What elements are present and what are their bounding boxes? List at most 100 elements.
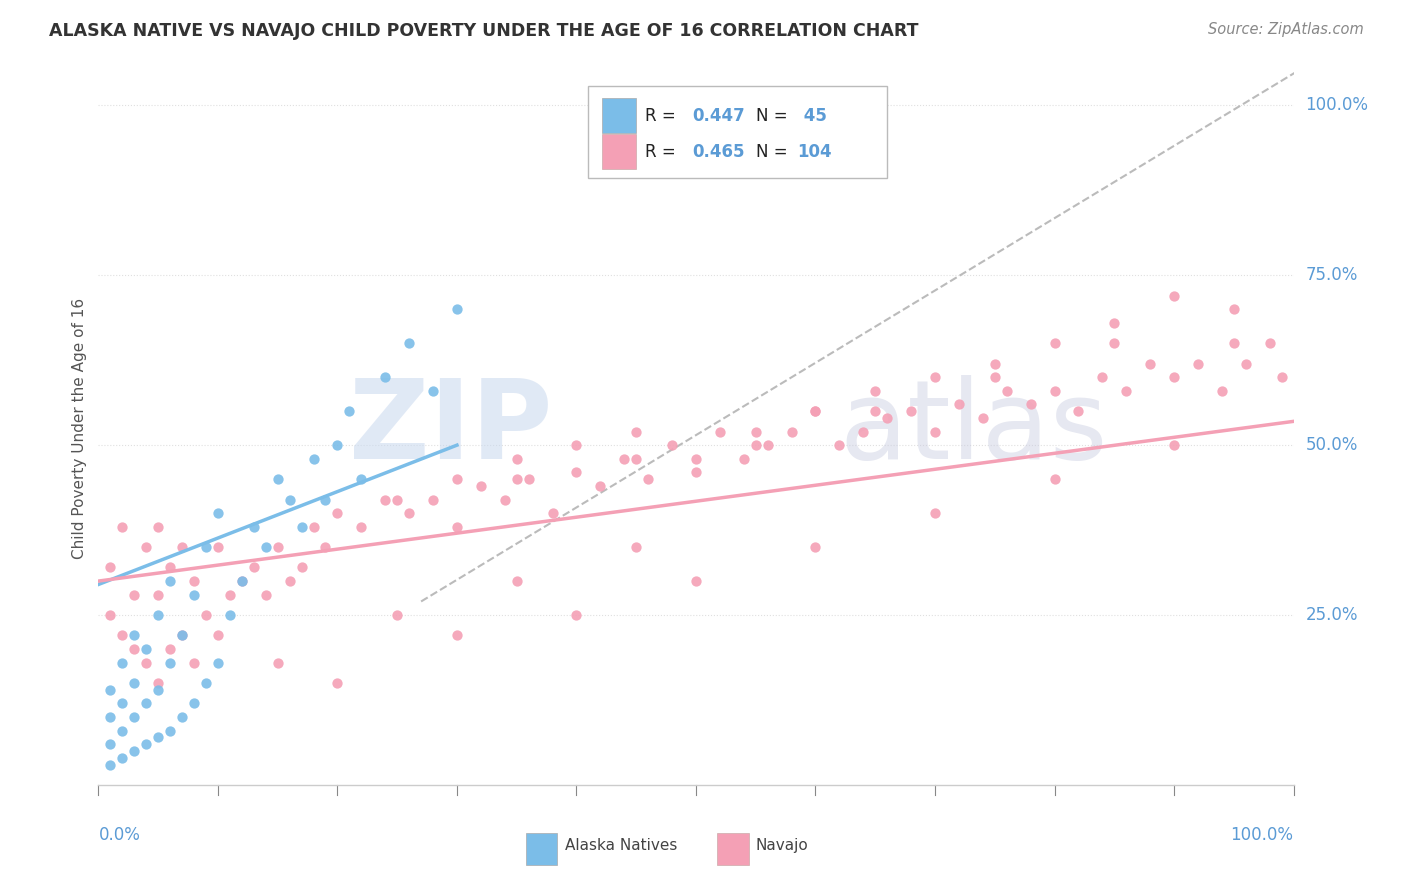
Point — [172, 628, 194, 642]
Text: atlas: atlas — [839, 375, 1108, 482]
Point — [446, 472, 468, 486]
Point — [207, 540, 229, 554]
Text: 25.0%: 25.0% — [1306, 606, 1358, 624]
Point — [1104, 316, 1126, 330]
Point — [135, 642, 157, 657]
Point — [148, 608, 170, 623]
Point — [267, 540, 290, 554]
Point — [780, 425, 803, 439]
FancyBboxPatch shape — [602, 98, 637, 134]
Point — [422, 492, 444, 507]
Text: 100.0%: 100.0% — [1230, 826, 1294, 844]
Point — [374, 370, 396, 384]
Point — [183, 588, 205, 602]
Point — [626, 451, 648, 466]
Point — [302, 519, 325, 533]
Point — [804, 404, 827, 418]
Point — [1043, 336, 1066, 351]
Point — [1211, 384, 1233, 398]
Point — [111, 628, 134, 642]
Text: Source: ZipAtlas.com: Source: ZipAtlas.com — [1208, 22, 1364, 37]
Point — [135, 737, 157, 751]
Point — [1223, 336, 1246, 351]
Point — [315, 492, 337, 507]
Point — [98, 560, 122, 574]
Text: 104: 104 — [797, 143, 832, 161]
Point — [385, 492, 409, 507]
Point — [267, 656, 290, 670]
Point — [948, 397, 970, 411]
Point — [111, 751, 134, 765]
Point — [470, 479, 492, 493]
Point — [1019, 397, 1042, 411]
Point — [326, 438, 349, 452]
Point — [219, 588, 242, 602]
Point — [339, 404, 361, 418]
Point — [267, 472, 290, 486]
Point — [207, 506, 229, 520]
Point — [159, 574, 181, 588]
Point — [207, 628, 229, 642]
Point — [254, 540, 277, 554]
Point — [124, 628, 146, 642]
Point — [924, 425, 946, 439]
Point — [254, 588, 277, 602]
Point — [195, 676, 218, 690]
Point — [98, 737, 122, 751]
Text: N =: N = — [756, 143, 793, 161]
Point — [865, 384, 887, 398]
Point — [350, 519, 373, 533]
Point — [148, 731, 170, 745]
Point — [135, 656, 157, 670]
Point — [1271, 370, 1294, 384]
Point — [446, 302, 468, 317]
Point — [709, 425, 731, 439]
Point — [350, 472, 373, 486]
Point — [685, 574, 707, 588]
Point — [219, 608, 242, 623]
Point — [124, 676, 146, 690]
Point — [385, 608, 409, 623]
Point — [111, 519, 134, 533]
Point — [756, 438, 779, 452]
Point — [398, 506, 420, 520]
Point — [984, 370, 1007, 384]
Text: R =: R = — [644, 143, 681, 161]
Point — [517, 472, 540, 486]
Text: 100.0%: 100.0% — [1306, 96, 1368, 114]
Point — [124, 710, 146, 724]
Point — [326, 676, 349, 690]
Point — [494, 492, 516, 507]
Point — [828, 438, 851, 452]
Point — [159, 642, 181, 657]
Point — [506, 472, 529, 486]
FancyBboxPatch shape — [717, 833, 748, 865]
Point — [172, 540, 194, 554]
Point — [1163, 370, 1185, 384]
Point — [291, 519, 314, 533]
Point — [231, 574, 253, 588]
Point — [865, 404, 887, 418]
Point — [565, 608, 588, 623]
Point — [745, 438, 768, 452]
Point — [172, 628, 194, 642]
Text: 0.465: 0.465 — [692, 143, 745, 161]
Point — [124, 588, 146, 602]
Point — [124, 744, 146, 758]
Text: R =: R = — [644, 107, 681, 125]
Point — [565, 466, 588, 480]
Point — [613, 451, 636, 466]
Point — [1234, 357, 1257, 371]
Point — [135, 697, 157, 711]
Point — [195, 608, 218, 623]
Point — [995, 384, 1018, 398]
Point — [685, 451, 707, 466]
Point — [183, 656, 205, 670]
Point — [159, 560, 181, 574]
Point — [1043, 384, 1066, 398]
Text: 50.0%: 50.0% — [1306, 436, 1358, 454]
Point — [446, 628, 468, 642]
Point — [183, 574, 205, 588]
Text: 45: 45 — [797, 107, 827, 125]
Point — [98, 608, 122, 623]
